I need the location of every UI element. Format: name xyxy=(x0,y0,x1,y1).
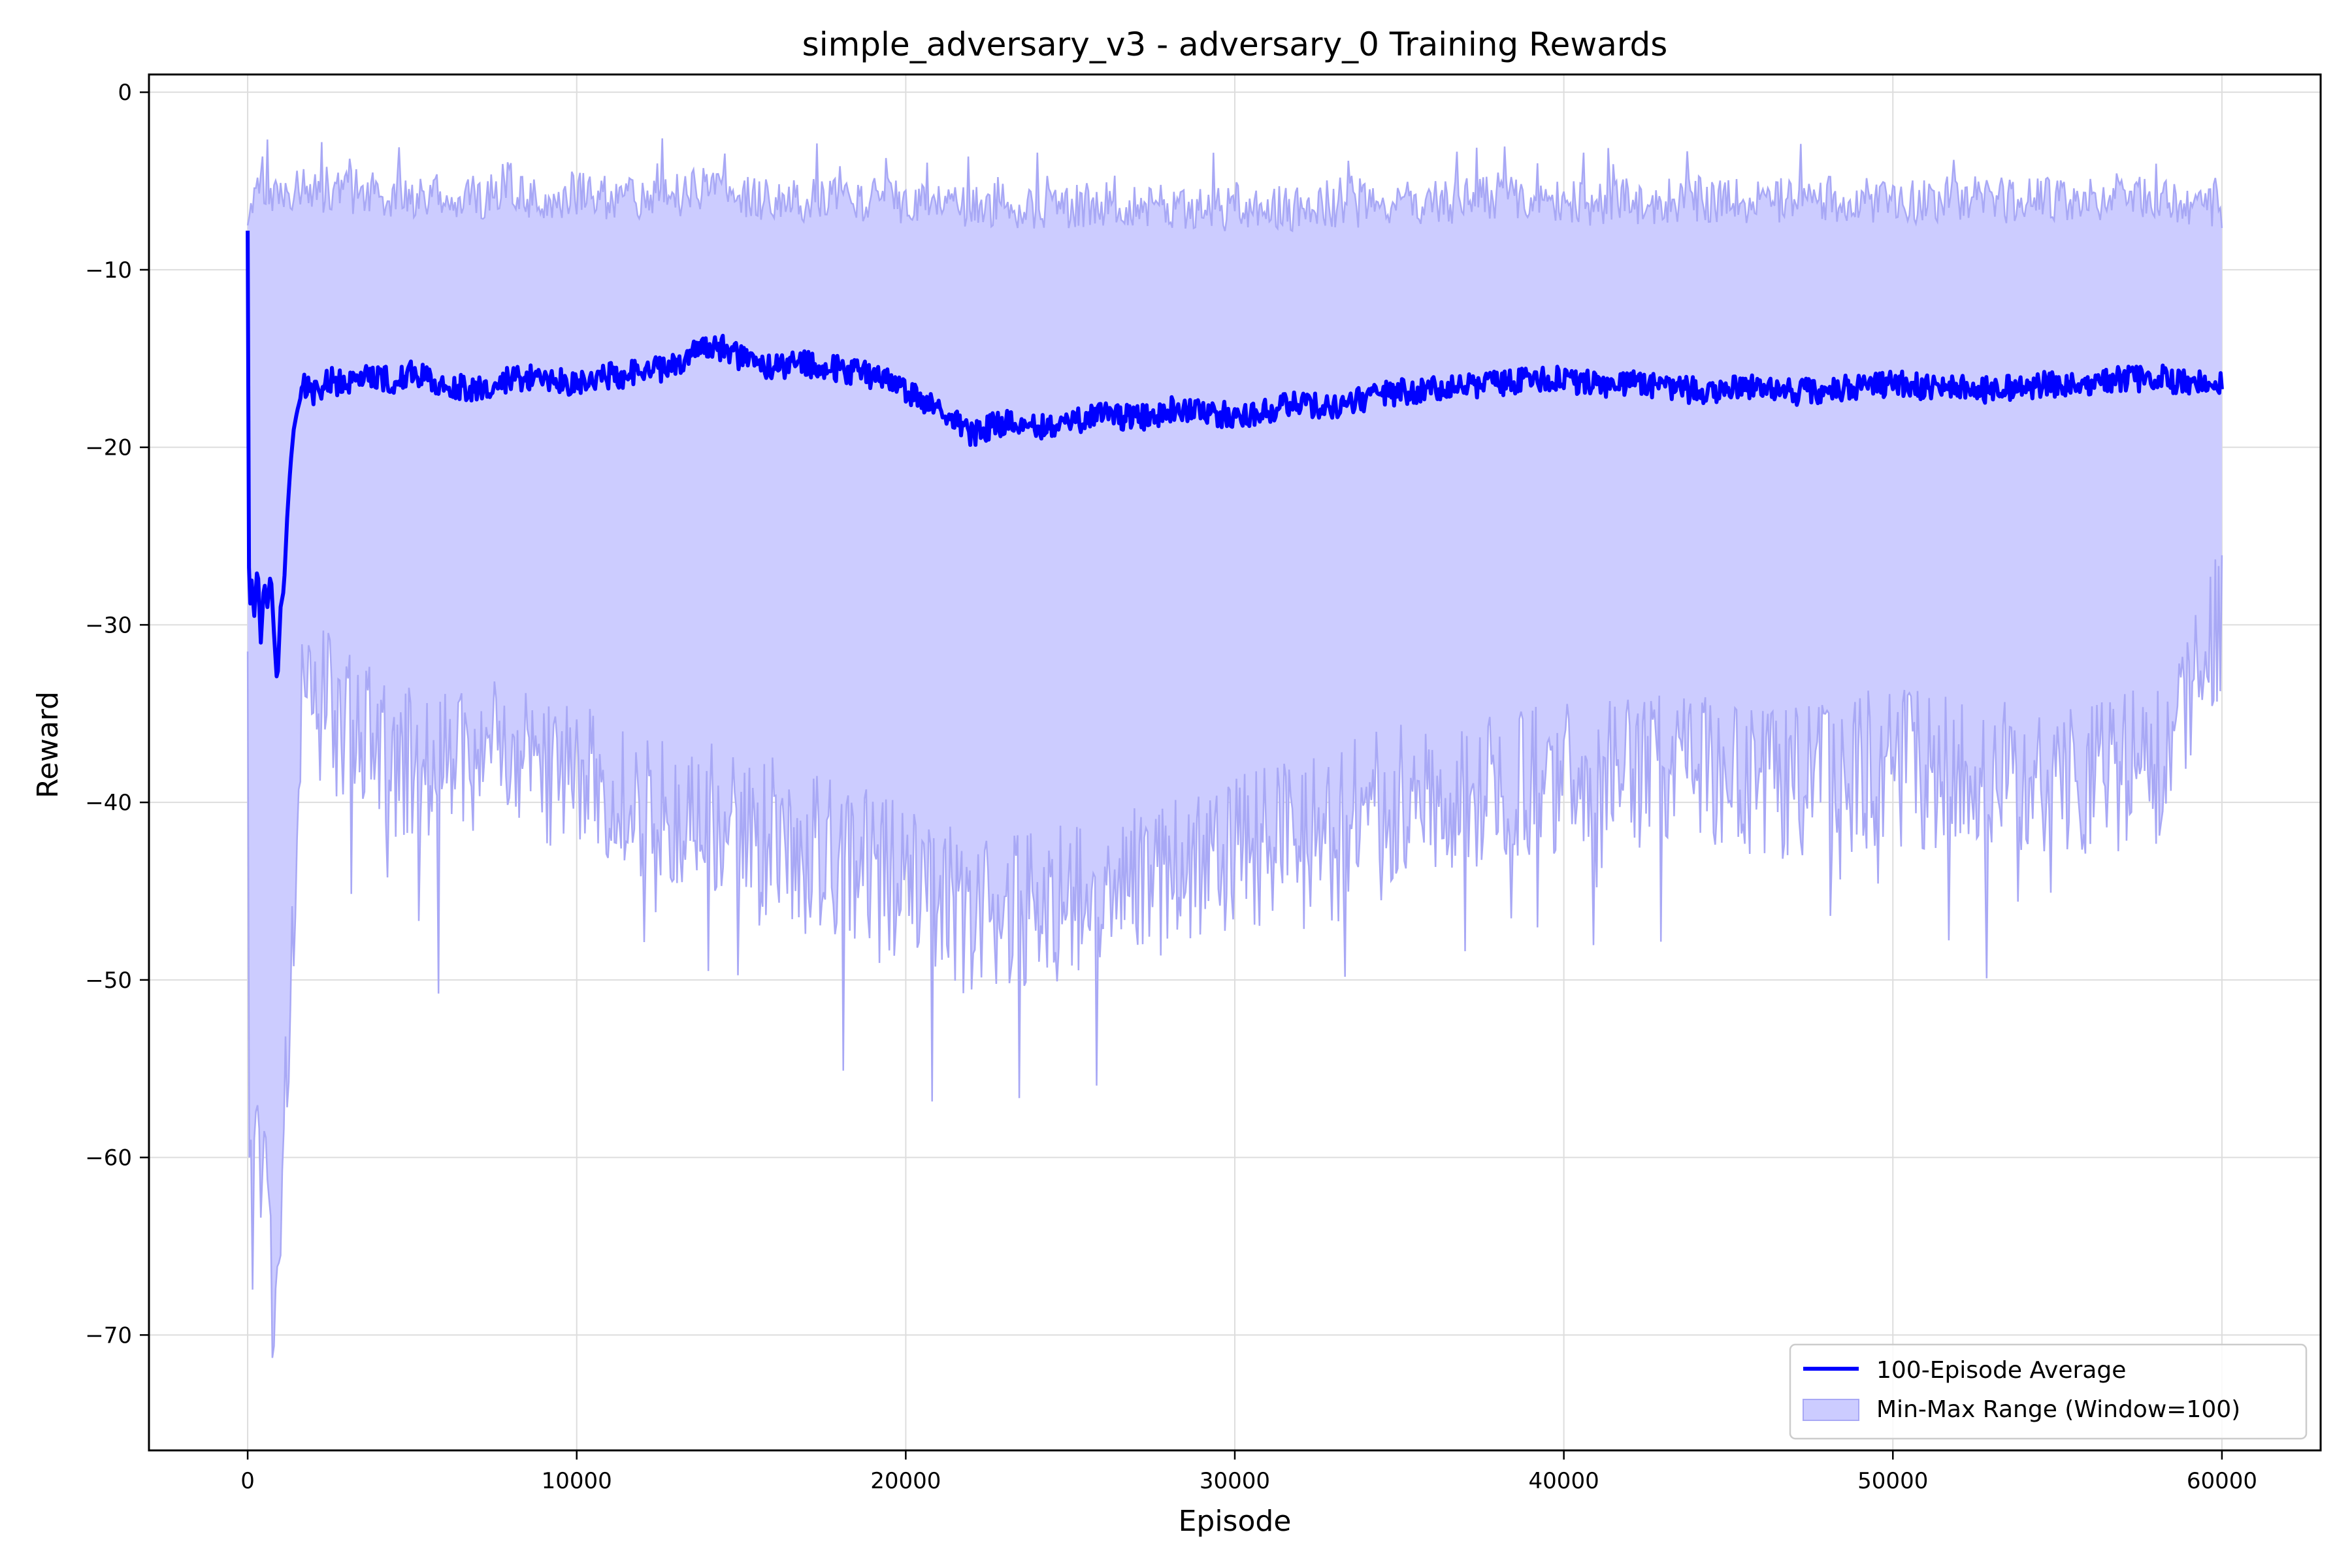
legend-box xyxy=(1789,1343,2308,1440)
x-tick-label: 40000 xyxy=(1529,1468,1599,1494)
range-band-upper-edge xyxy=(246,138,2223,233)
y-tick-label: −40 xyxy=(85,790,132,816)
average-line xyxy=(246,231,2224,679)
y-tick-label: −60 xyxy=(85,1145,132,1171)
legend-label-average: 100-Episode Average xyxy=(1876,1357,2126,1384)
y-tick-label: −20 xyxy=(85,435,132,461)
x-tick-label: 50000 xyxy=(1857,1468,1928,1494)
y-tick-label: −30 xyxy=(85,612,132,638)
x-tick-label: 60000 xyxy=(2187,1468,2257,1494)
legend: 100-Episode Average Min-Max Range (Windo… xyxy=(1789,1343,2308,1440)
x-axis-ticks: 0 10000 20000 30000 40000 50000 60000 xyxy=(240,1450,2257,1494)
y-axis-ticks: 0 −10 −20 −30 −40 −50 −60 −70 xyxy=(85,80,149,1348)
y-tick-label: 0 xyxy=(118,80,132,106)
chart-title: simple_adversary_v3 - adversary_0 Traini… xyxy=(802,25,1668,63)
range-band-area xyxy=(248,138,2222,1358)
x-tick-label: 30000 xyxy=(1200,1468,1270,1494)
range-band-lower-edge xyxy=(246,555,2223,1358)
y-tick-label: −50 xyxy=(85,968,132,994)
x-axis-label: Episode xyxy=(1179,1505,1292,1538)
x-tick-label: 20000 xyxy=(870,1468,941,1494)
y-axis-label: Reward xyxy=(31,691,65,798)
legend-label-range: Min-Max Range (Window=100) xyxy=(1876,1396,2240,1423)
average-line-layer xyxy=(246,231,2224,679)
x-tick-label: 10000 xyxy=(542,1468,612,1494)
y-tick-label: −70 xyxy=(85,1322,132,1348)
x-tick-label: 0 xyxy=(240,1468,255,1494)
range-band xyxy=(246,138,2223,1358)
y-tick-label: −10 xyxy=(85,257,132,284)
legend-swatch-range xyxy=(1803,1399,1859,1421)
